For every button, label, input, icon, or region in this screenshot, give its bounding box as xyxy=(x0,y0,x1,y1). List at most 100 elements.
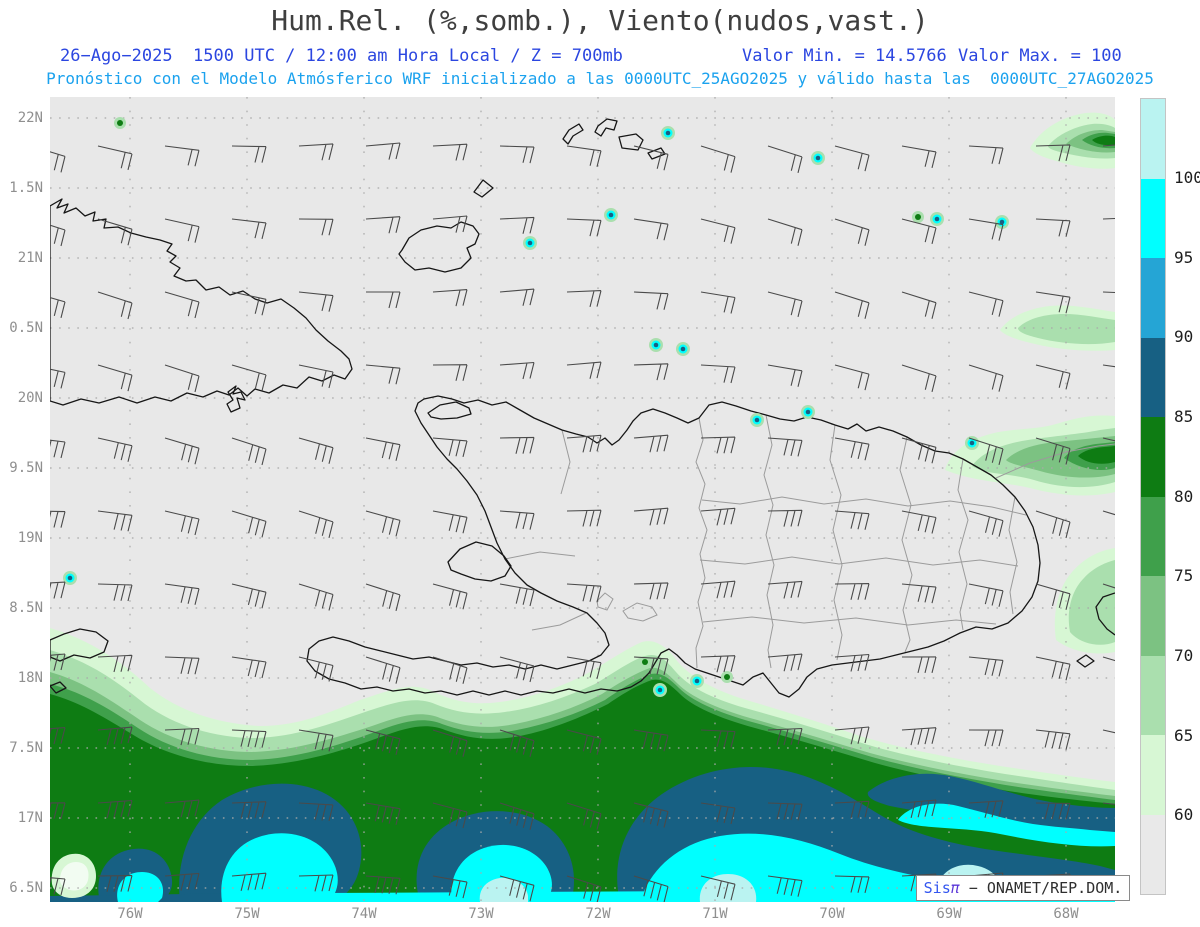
wind-barb xyxy=(231,656,267,679)
wind-barb xyxy=(633,656,669,676)
wind-barb xyxy=(499,216,535,234)
colorbar-tick-label: 100 xyxy=(1174,168,1200,187)
border-line xyxy=(829,424,843,661)
lat-tick-label: 21N xyxy=(17,250,43,266)
speck-core xyxy=(694,678,700,684)
wind-barb xyxy=(700,802,736,825)
lat-tick-label: 9.5N xyxy=(9,460,43,476)
colorbar-segment xyxy=(1141,655,1165,735)
colorbar-tick-label: 85 xyxy=(1174,407,1194,426)
speck-core xyxy=(805,409,811,415)
speck-core xyxy=(754,417,760,423)
wind-barb xyxy=(50,439,66,459)
wind-barb xyxy=(901,145,937,169)
border-line xyxy=(701,496,1027,516)
wind-barb xyxy=(968,583,1004,607)
wind-barb xyxy=(50,581,66,599)
wind-barb xyxy=(834,291,870,319)
lat-tick-label: 19N xyxy=(17,530,43,546)
wind-barb xyxy=(164,364,200,393)
border-haiti-dr xyxy=(695,417,708,669)
wind-barb xyxy=(767,509,803,527)
value-min-label: Valor Min. = 14.5766 xyxy=(742,46,947,66)
wind-barb xyxy=(50,151,66,173)
wind-barb xyxy=(1102,364,1115,368)
wind-barb xyxy=(432,143,468,161)
wind-barb xyxy=(231,872,267,892)
wind-barb xyxy=(1035,656,1071,681)
wind-barb xyxy=(901,583,937,604)
wind-barb xyxy=(97,510,133,532)
wind-barb xyxy=(633,507,669,526)
coast-little-inagua xyxy=(473,179,494,198)
border-line xyxy=(763,414,775,669)
wind-barb xyxy=(901,218,937,245)
colorbar-tick-label: 65 xyxy=(1174,726,1194,745)
wind-barb xyxy=(97,726,133,746)
lon-tick-label: 76W xyxy=(117,906,143,922)
wind-barb xyxy=(1035,802,1071,820)
speck-core xyxy=(527,240,533,246)
wind-barb xyxy=(834,364,870,391)
wind-barb xyxy=(633,363,669,381)
colorbar-segment xyxy=(1141,178,1165,258)
wind-barb xyxy=(901,727,937,746)
wind-barb xyxy=(834,218,870,246)
wind-barb xyxy=(499,656,535,683)
value-max-label: Valor Max. = 100 xyxy=(958,46,1122,66)
wind-barb xyxy=(164,510,200,536)
speck-green xyxy=(724,674,730,680)
wind-barb xyxy=(231,510,267,538)
wind-barb xyxy=(432,437,468,458)
lat-tick-label: 7.5N xyxy=(9,740,43,756)
wind-barb xyxy=(968,510,1004,537)
wind-barb xyxy=(164,291,200,319)
border-line xyxy=(1008,496,1018,615)
wind-barb xyxy=(50,653,66,671)
wind-barb xyxy=(968,729,1004,747)
speck-core xyxy=(969,440,975,446)
wind-barb xyxy=(633,582,669,600)
page-title: Hum.Rel. (%,somb.), Viento(nudos,vast.) xyxy=(271,4,929,37)
colorbar-segment xyxy=(1141,814,1165,894)
lon-tick-label: 70W xyxy=(819,906,845,922)
wind-barb xyxy=(834,726,870,745)
wind-barb xyxy=(97,364,133,392)
lon-tick-label: 73W xyxy=(468,906,494,922)
wind-barb xyxy=(834,145,870,172)
wind-barb xyxy=(767,437,803,457)
wind-barb xyxy=(298,143,334,161)
lon-tick-label: 68W xyxy=(1053,906,1079,922)
coast-turks-b xyxy=(594,118,618,137)
subtitle-datetime: 26−Ago−2025 1500 UTC / 12:00 am Hora Loc… xyxy=(60,46,623,66)
wind-barb xyxy=(834,653,870,672)
border-line xyxy=(531,612,587,631)
colorbar-tick-label: 70 xyxy=(1174,646,1194,665)
wind-barb xyxy=(50,727,66,745)
wind-barb xyxy=(566,509,602,527)
wind-barb xyxy=(700,145,736,173)
subtitle-model: Pronóstico con el Modelo Atmósferico WRF… xyxy=(46,69,1154,88)
wind-barb xyxy=(834,800,870,819)
wind-barb xyxy=(231,364,267,392)
wind-barb xyxy=(499,288,535,306)
wind-barb xyxy=(901,799,937,819)
colorbar-tick-label: 60 xyxy=(1174,805,1194,824)
wind-barb xyxy=(164,145,200,167)
wind-barb xyxy=(767,291,803,318)
wind-barb xyxy=(700,507,736,526)
wind-barb xyxy=(97,654,133,673)
wind-barb xyxy=(164,727,200,746)
coast-cuba xyxy=(50,198,353,406)
wind-barb xyxy=(298,291,334,312)
wind-barb xyxy=(901,510,937,534)
wind-barb xyxy=(1035,364,1071,390)
border-line xyxy=(957,458,969,631)
wind-barb xyxy=(633,291,669,310)
wind-barb xyxy=(164,799,200,818)
wind-barb xyxy=(566,218,602,237)
wind-barb xyxy=(633,875,669,902)
wind-barb xyxy=(97,583,133,602)
wind-barb xyxy=(366,291,401,309)
wind-barb xyxy=(767,364,803,387)
